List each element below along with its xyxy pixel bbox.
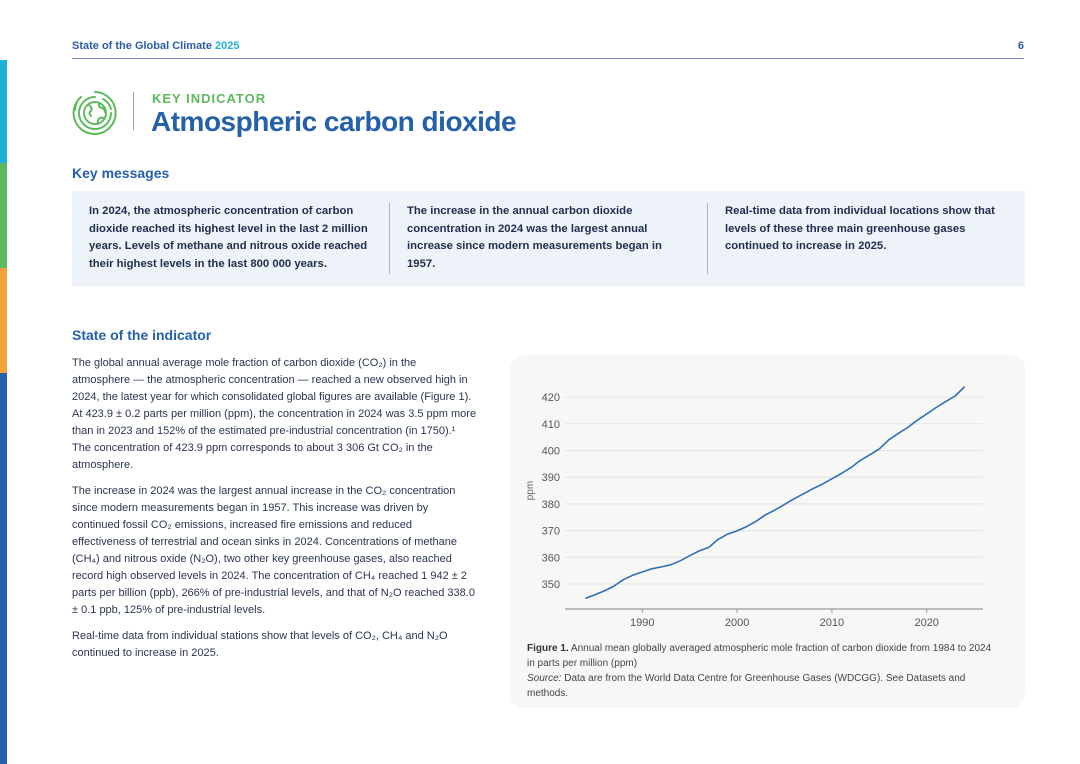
y-tick-label: 380 xyxy=(542,499,560,511)
key-message: In 2024, the atmospheric concentration o… xyxy=(89,205,368,270)
x-tick-label: 2010 xyxy=(820,617,844,629)
y-tick-label: 420 xyxy=(542,392,560,404)
figure-label: Figure 1. xyxy=(527,643,569,654)
indicator-kicker: KEY INDICATOR xyxy=(152,91,267,106)
y-tick-label: 400 xyxy=(542,446,560,458)
page-number: 6 xyxy=(1017,40,1024,52)
paragraph: The increase in 2024 was the largest ann… xyxy=(72,485,475,616)
paragraph: Real-time data from individual stations … xyxy=(72,630,448,659)
running-header: State of the Global Climate 2025 xyxy=(72,40,240,52)
key-messages-heading: Key messages xyxy=(72,165,170,181)
key-message: The increase in the annual carbon dioxid… xyxy=(389,203,707,274)
side-bar-cyan xyxy=(0,60,7,163)
x-tick-label: 2000 xyxy=(725,617,749,629)
body-text: The global annual average mole fraction … xyxy=(72,355,477,671)
y-tick-label: 350 xyxy=(542,579,560,591)
y-tick-label: 390 xyxy=(542,472,560,484)
figure-caption: Figure 1. Annual mean globally averaged … xyxy=(527,641,997,701)
side-bar-orange xyxy=(0,268,7,373)
y-tick-label: 360 xyxy=(542,552,560,564)
source-text: Data are from the World Data Centre for … xyxy=(527,673,966,699)
title-divider xyxy=(133,92,134,130)
report-title: State of the Global Climate xyxy=(72,40,212,52)
globe-icon xyxy=(72,91,117,135)
y-axis-label: ppm xyxy=(525,481,536,500)
co2-series-line xyxy=(585,386,966,600)
header-rule xyxy=(72,58,1024,59)
y-tick-label: 370 xyxy=(542,526,560,538)
paragraph: The global annual average mole fraction … xyxy=(72,357,477,471)
source-label: Source: xyxy=(527,673,562,684)
figure-panel: 350 360 370 380 390 400 410 420 1990 2000 2010 2020… xyxy=(510,355,1025,708)
co2-line-chart: 350 360 370 380 390 400 410 420 1990 2000 2010 2020… xyxy=(525,386,983,629)
page-title: Atmospheric carbon dioxide xyxy=(151,106,517,137)
key-message: Real-time data from individual locations… xyxy=(707,203,1025,274)
x-tick-label: 2020 xyxy=(914,617,938,629)
key-messages-box: In 2024, the atmospheric concentration o… xyxy=(72,191,1025,286)
x-tick-label: 1990 xyxy=(630,617,654,629)
report-year: 2025 xyxy=(215,40,240,52)
y-tick-label: 410 xyxy=(542,419,560,431)
state-heading: State of the indicator xyxy=(72,327,212,343)
side-bar-green xyxy=(0,163,7,268)
caption-text: Annual mean globally averaged atmospheri… xyxy=(527,643,992,669)
side-bar-blue xyxy=(0,373,7,764)
